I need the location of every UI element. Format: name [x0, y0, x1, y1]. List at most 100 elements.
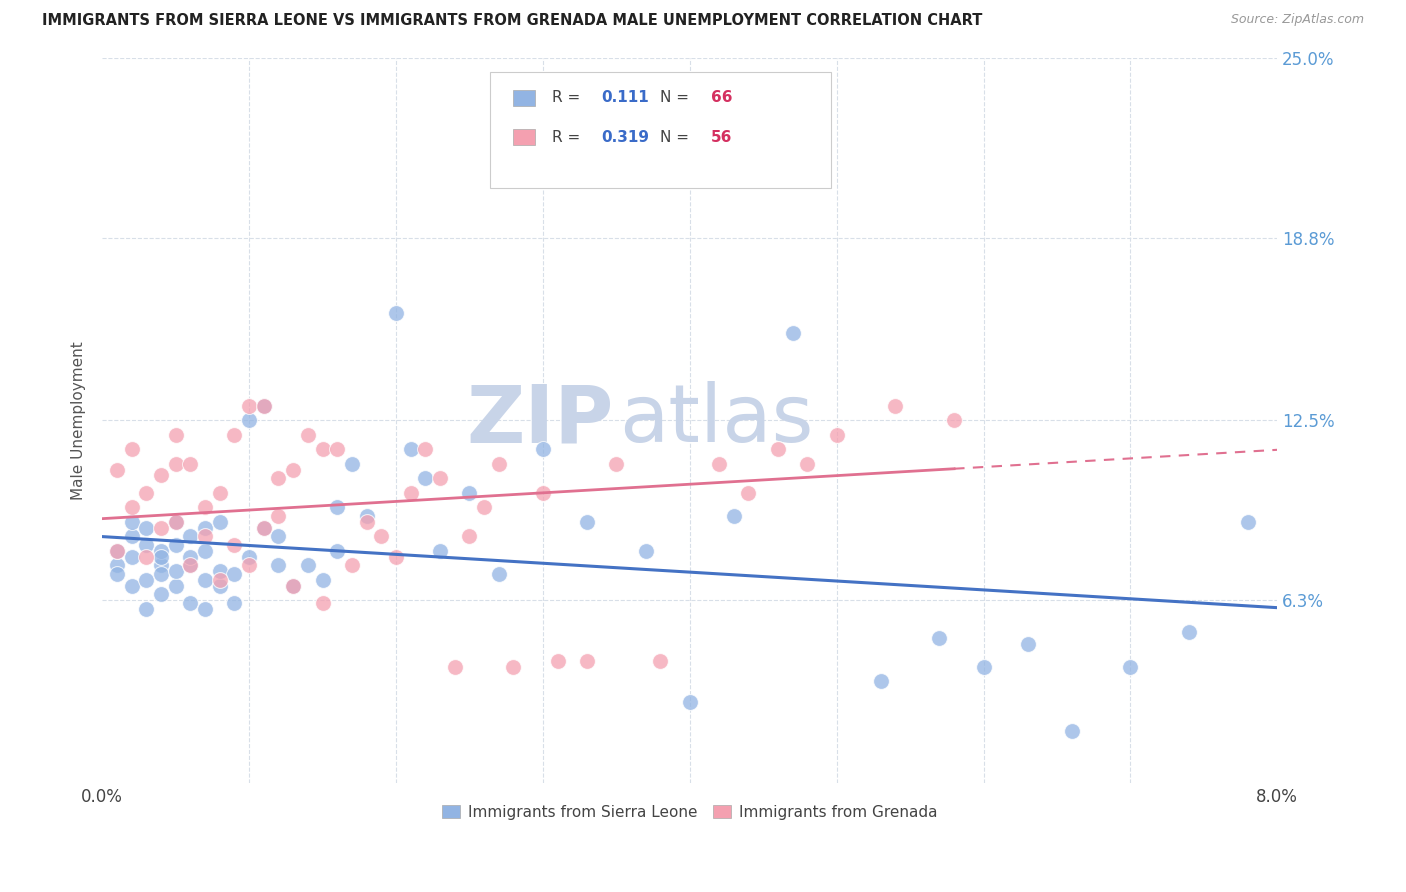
Text: N =: N =: [661, 130, 695, 145]
Point: [429, 471, 451, 485]
Point: [149, 521, 172, 535]
Point: [502, 660, 524, 674]
Point: [869, 674, 891, 689]
Point: [1060, 723, 1083, 738]
Point: [707, 457, 730, 471]
Text: IMMIGRANTS FROM SIERRA LEONE VS IMMIGRANTS FROM GRENADA MALE UNEMPLOYMENT CORREL: IMMIGRANTS FROM SIERRA LEONE VS IMMIGRAN…: [42, 13, 983, 29]
Point: [311, 596, 333, 610]
Point: [121, 529, 143, 543]
Point: [208, 573, 231, 587]
Point: [283, 579, 305, 593]
Point: [194, 573, 217, 587]
Point: [370, 529, 392, 543]
Text: ZIP: ZIP: [467, 382, 613, 459]
Point: [429, 544, 451, 558]
Point: [766, 442, 789, 457]
Point: [311, 573, 333, 587]
Point: [194, 521, 217, 535]
Text: Source: ZipAtlas.com: Source: ZipAtlas.com: [1230, 13, 1364, 27]
Point: [253, 521, 276, 535]
Point: [208, 486, 231, 500]
Point: [575, 654, 598, 668]
Point: [399, 442, 422, 457]
FancyBboxPatch shape: [513, 89, 536, 105]
Point: [311, 442, 333, 457]
Point: [1178, 625, 1201, 640]
Point: [385, 306, 408, 320]
Point: [135, 549, 157, 564]
Point: [179, 596, 201, 610]
Point: [326, 500, 349, 515]
Point: [135, 573, 157, 587]
Point: [105, 558, 128, 573]
Point: [634, 544, 657, 558]
Point: [165, 428, 187, 442]
Point: [194, 529, 217, 543]
Text: 56: 56: [711, 130, 733, 145]
Point: [297, 558, 319, 573]
Point: [340, 558, 363, 573]
Point: [1017, 637, 1039, 651]
Point: [238, 399, 260, 413]
Point: [650, 654, 672, 668]
Point: [1237, 515, 1260, 529]
Point: [399, 486, 422, 500]
Y-axis label: Male Unemployment: Male Unemployment: [72, 341, 86, 500]
Point: [238, 413, 260, 427]
Point: [121, 549, 143, 564]
Text: N =: N =: [661, 90, 695, 105]
Point: [105, 567, 128, 582]
Point: [267, 529, 290, 543]
Point: [105, 544, 128, 558]
Point: [458, 486, 481, 500]
Point: [121, 500, 143, 515]
Point: [283, 579, 305, 593]
Text: atlas: atlas: [619, 382, 814, 459]
FancyBboxPatch shape: [513, 129, 536, 145]
Point: [415, 442, 437, 457]
Point: [135, 602, 157, 616]
Point: [208, 564, 231, 578]
Point: [531, 486, 554, 500]
Point: [238, 558, 260, 573]
Point: [165, 515, 187, 529]
Point: [1119, 660, 1142, 674]
Point: [224, 428, 246, 442]
Point: [121, 579, 143, 593]
Point: [194, 602, 217, 616]
Point: [165, 457, 187, 471]
Point: [385, 549, 408, 564]
Point: [575, 515, 598, 529]
Point: [179, 558, 201, 573]
Point: [179, 529, 201, 543]
Point: [340, 457, 363, 471]
Point: [928, 631, 950, 645]
Text: R =: R =: [553, 130, 585, 145]
Point: [224, 567, 246, 582]
Point: [267, 471, 290, 485]
Point: [135, 486, 157, 500]
Point: [149, 544, 172, 558]
Point: [208, 515, 231, 529]
Point: [267, 509, 290, 524]
Point: [121, 515, 143, 529]
Point: [149, 587, 172, 601]
Point: [224, 538, 246, 552]
Point: [267, 558, 290, 573]
Point: [415, 471, 437, 485]
Point: [547, 654, 569, 668]
Point: [356, 515, 378, 529]
Point: [737, 486, 759, 500]
Point: [135, 538, 157, 552]
Point: [356, 509, 378, 524]
Text: 66: 66: [711, 90, 733, 105]
Point: [326, 442, 349, 457]
Point: [165, 564, 187, 578]
Text: 0.111: 0.111: [602, 90, 650, 105]
Point: [723, 509, 745, 524]
Point: [825, 428, 848, 442]
Point: [253, 399, 276, 413]
Point: [105, 463, 128, 477]
Point: [165, 538, 187, 552]
Point: [297, 428, 319, 442]
